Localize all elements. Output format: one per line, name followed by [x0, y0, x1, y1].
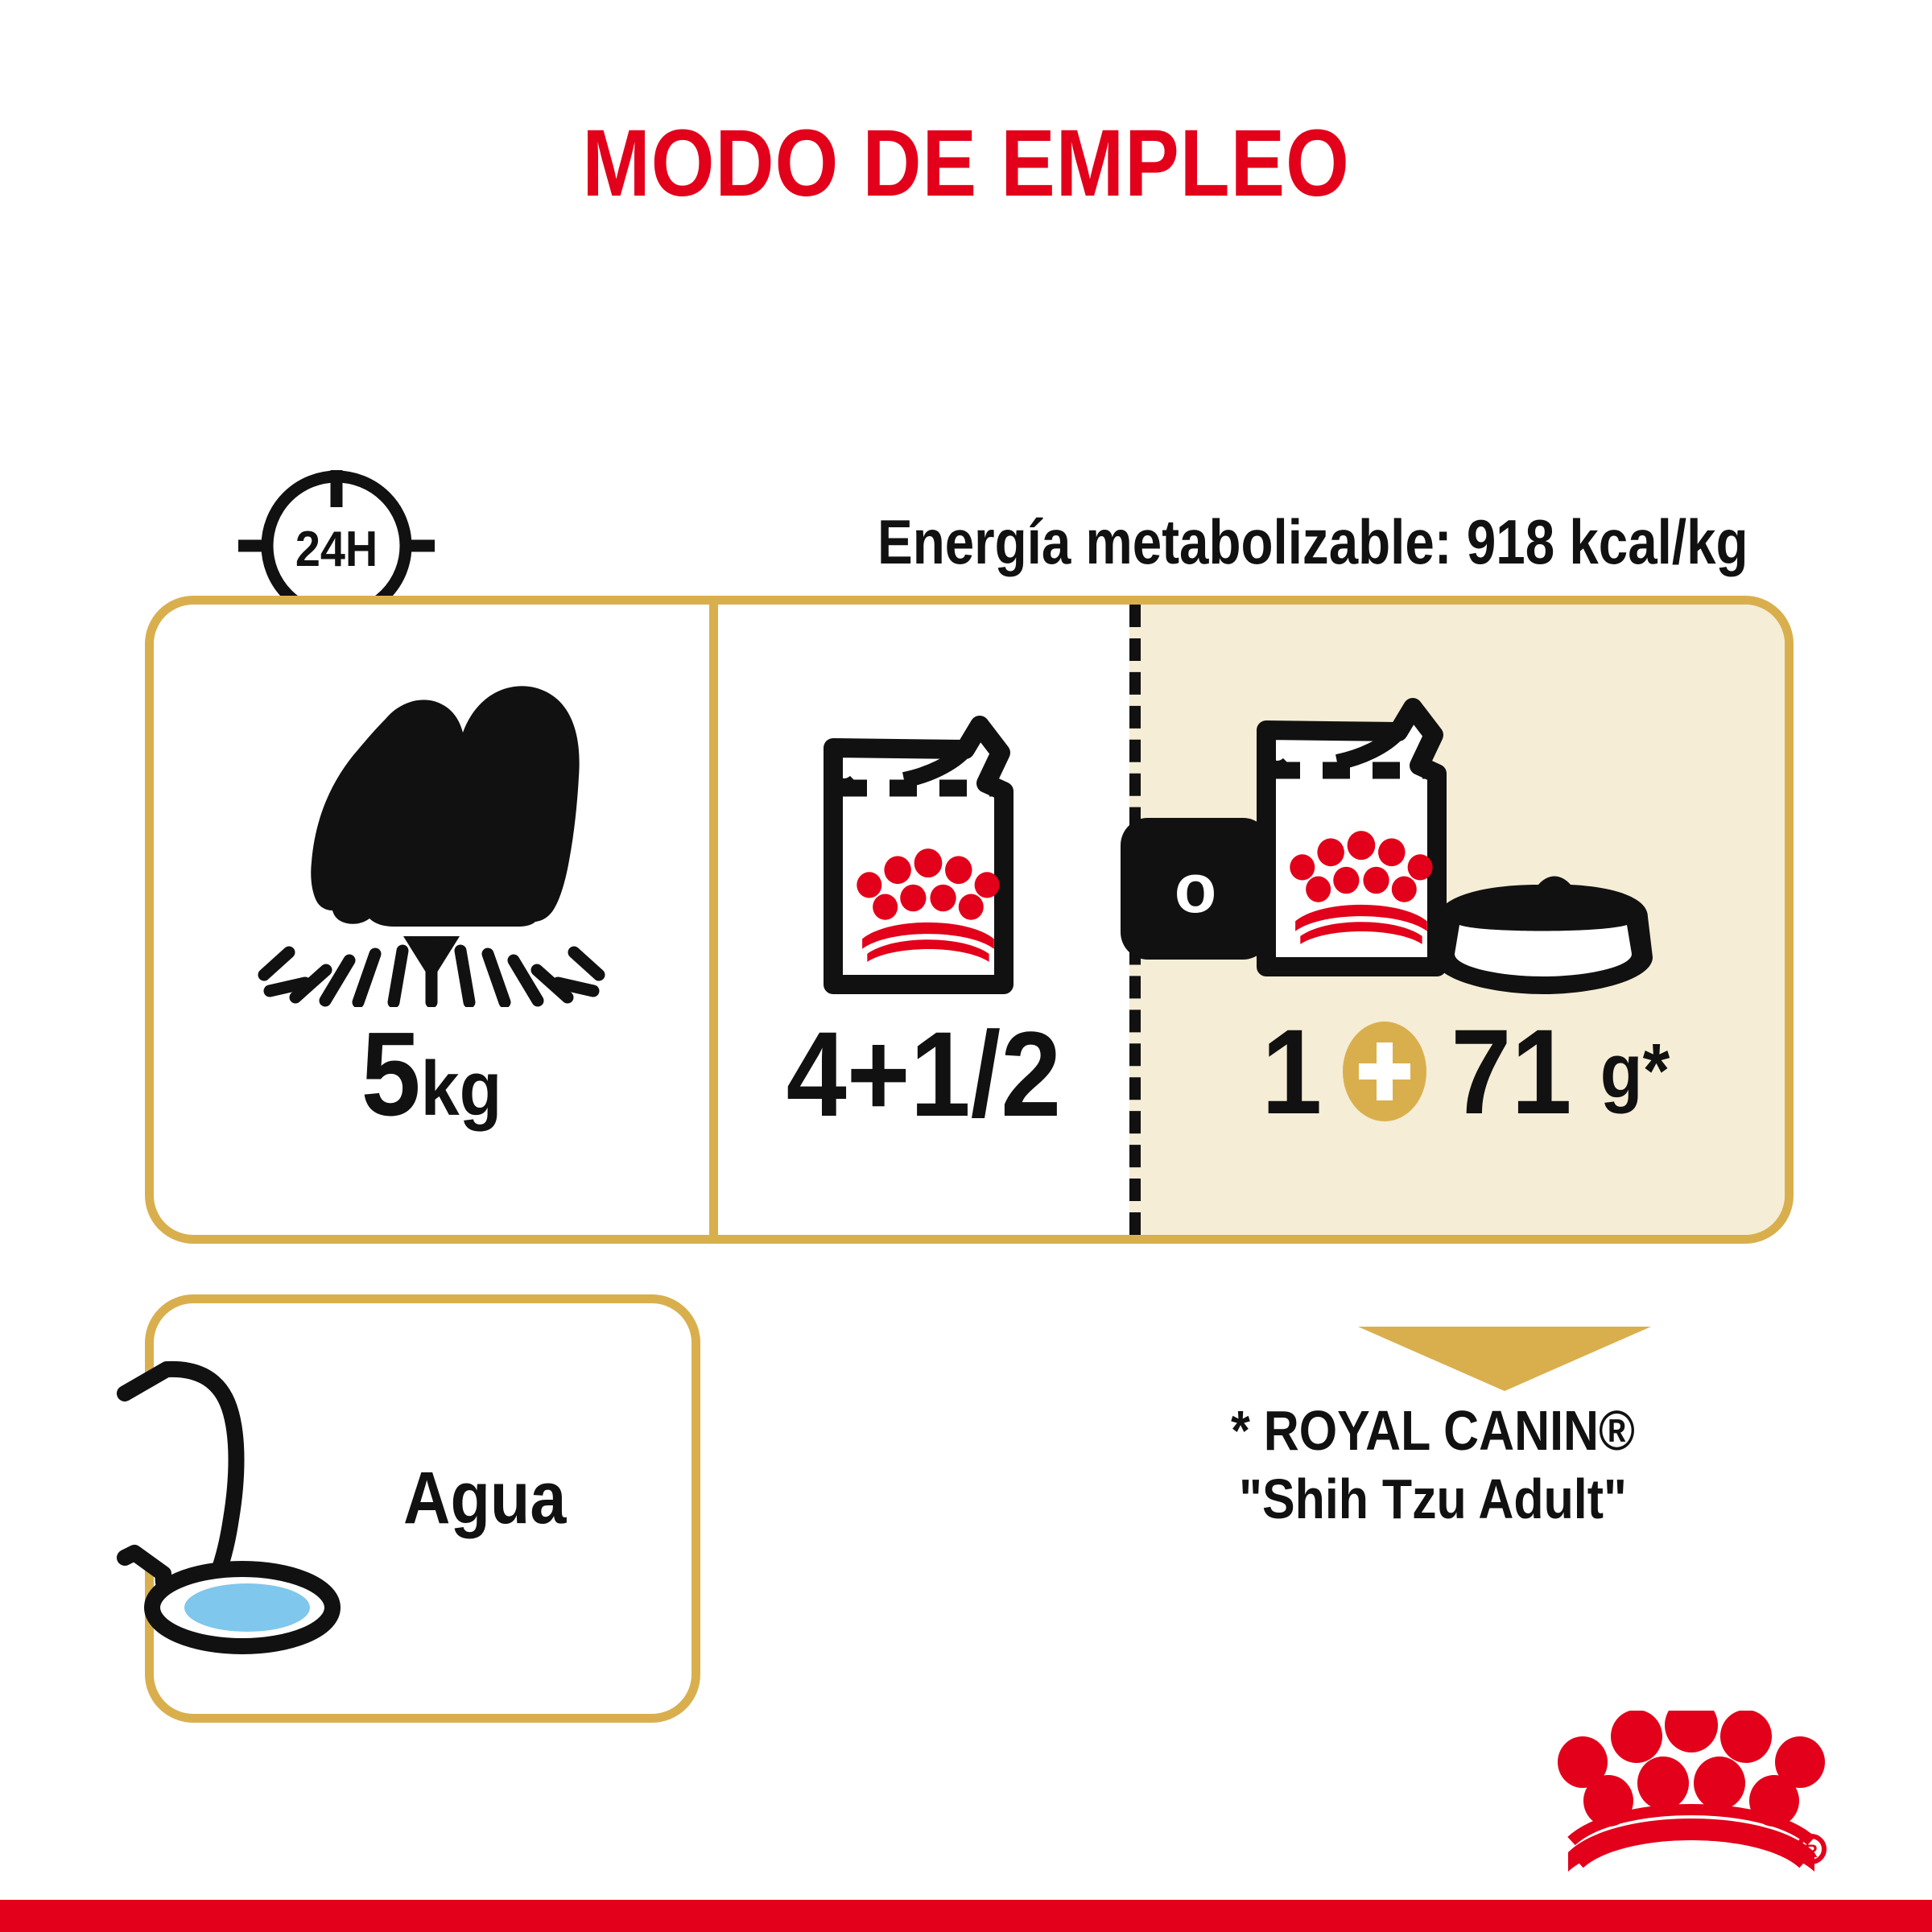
period-24h-badge: 24H: [224, 459, 449, 608]
registered-mark-icon: R: [1796, 1834, 1827, 1864]
weight-unit: kg: [420, 1046, 502, 1132]
clock-icon: 24H: [238, 470, 435, 608]
footnote: * ROYAL CANIN® "Shih Tzu Adult": [1151, 1397, 1715, 1534]
kibble-grams-unit: g*: [1600, 1028, 1670, 1114]
water-label: Agua: [403, 1457, 567, 1539]
plus-icon: [1343, 1022, 1427, 1121]
mixed-feeding-value-text: 1 71 g*: [1129, 1004, 1785, 1139]
metabolizable-energy-label: Energía metabolizable: 918 kcal/kg: [877, 506, 1748, 577]
weight-value-text: 5kg: [182, 1015, 682, 1134]
tap-water-bowl-icon: [117, 1360, 341, 1654]
shih-tzu-on-scale-icon: [154, 661, 709, 1007]
column-divider-gold: [709, 605, 718, 1235]
bottom-accent-bar: [0, 1900, 1932, 1932]
footnote-arrow-icon: [1358, 1327, 1651, 1391]
pouch-and-kibble-bowl-icon: [1129, 667, 1785, 1005]
or-separator-badge: o: [1121, 818, 1270, 960]
weight-number: 5: [361, 1008, 421, 1141]
water-recommendation-box: Agua: [117, 1294, 700, 1723]
pouch-count-number: 1: [1261, 1004, 1323, 1139]
table-column-pouches: 4+1/2: [718, 605, 1129, 1235]
svg-text:R: R: [1805, 1841, 1818, 1861]
footnote-line-2: "Shih Tzu Adult": [1239, 1468, 1627, 1531]
pouch-count-text: 4+1/2: [786, 1006, 1062, 1141]
wet-food-pouch-icon: [718, 669, 1129, 1007]
royal-canin-crown-logo: R: [1558, 1711, 1827, 1872]
period-24h-label: 24H: [295, 522, 378, 576]
table-column-mixed-feeding: 1 71 g*: [1129, 605, 1785, 1235]
feeding-guide-table: 5kg: [145, 596, 1794, 1244]
page-title: MODO DE EMPLEO: [582, 110, 1350, 217]
footnote-line-1: * ROYAL CANIN®: [1231, 1399, 1635, 1462]
table-column-weight: 5kg: [154, 605, 709, 1235]
kibble-grams-number: 71: [1451, 1004, 1572, 1139]
